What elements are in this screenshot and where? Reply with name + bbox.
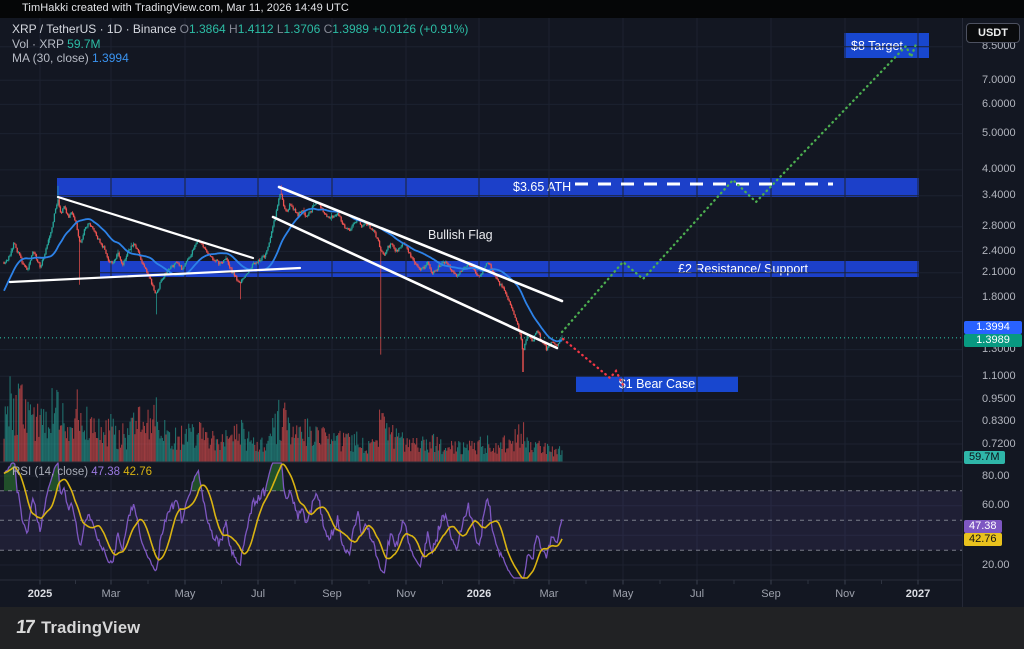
- rsi-legend[interactable]: RSI (14, close) 47.38 42.76: [12, 466, 152, 478]
- target-label: $8 Target: [851, 38, 903, 53]
- tradingview-wordmark: TradingView: [41, 618, 141, 637]
- time-label-sep: Sep: [322, 588, 342, 600]
- time-label-sep: Sep: [761, 588, 781, 600]
- tradingview-logo-icon: 17: [14, 617, 35, 638]
- ma-legend-row[interactable]: MA (30, close) 1.3994: [12, 51, 468, 66]
- price-tick: 0.9500: [982, 393, 1016, 406]
- tradingview-logo[interactable]: 17 TradingView: [14, 617, 141, 639]
- rsi-badge: 47.38: [964, 520, 1002, 533]
- rsi-label: RSI (14, close): [12, 466, 89, 478]
- price-tick: 3.4000: [982, 189, 1016, 202]
- rsi-ma-value: 42.76: [123, 466, 153, 478]
- chart-canvas[interactable]: [0, 18, 963, 607]
- price-scale[interactable]: 8.5000 7.0000 6.0000 5.0000 4.0000 3.4000 2.80…: [963, 18, 1024, 607]
- attribution-text: TimHakki created with TradingView.com, M…: [22, 2, 349, 14]
- trendline-flag-top: [277, 185, 564, 303]
- ma-label: MA (30, close): [12, 51, 89, 65]
- price-tick: 4.0000: [982, 163, 1016, 176]
- time-label-jul: Jul: [250, 588, 266, 600]
- volume-legend-row[interactable]: Vol · XRP 59.7M: [12, 37, 468, 52]
- close-value: 1.3989: [332, 22, 369, 36]
- open-value: 1.3864: [188, 22, 226, 36]
- rsi-tick: 60.00: [982, 499, 1010, 512]
- change-value: +0.0126 (+0.91%): [372, 22, 469, 36]
- ma-price-badge: 1.3994: [964, 321, 1022, 334]
- footer-bar: 17 TradingView: [0, 607, 1024, 649]
- ath-band[interactable]: [57, 178, 919, 197]
- high-value: 1.4112: [237, 22, 274, 36]
- bullish-flag-note: Bullish Flag: [428, 228, 493, 242]
- price-tick: 8.5000: [982, 40, 1016, 53]
- price-tick: 0.7200: [982, 437, 1016, 450]
- symbol-title: XRP / TetherUS · 1D · Binance: [12, 22, 177, 36]
- volume-value: 59.7M: [67, 36, 101, 51]
- price-tick: 2.8000: [982, 220, 1016, 233]
- trendline-downtrend-2025: [56, 195, 255, 260]
- symbol-legend[interactable]: XRP / TetherUS · 1D · Binance O1.3864 H1…: [12, 22, 468, 66]
- rsi-ma-badge: 42.76: [964, 533, 1002, 546]
- time-label-nov: Nov: [396, 588, 416, 600]
- time-label-2027: 2027: [905, 588, 931, 600]
- chart-area[interactable]: $3.65 ATH £2 Resistance/ Support $1 Bear…: [0, 18, 1024, 607]
- trendline-flag-bottom: [271, 215, 559, 350]
- time-label-nov: Nov: [835, 588, 855, 600]
- time-label-jul: Jul: [689, 588, 705, 600]
- price-tick: 1.8000: [982, 290, 1016, 303]
- time-label-2025: 2025: [27, 588, 53, 600]
- price-tick: 0.8300: [982, 414, 1016, 427]
- symbol-legend-row[interactable]: XRP / TetherUS · 1D · Binance O1.3864 H1…: [12, 22, 469, 36]
- currency-toggle-button[interactable]: USDT: [966, 23, 1020, 43]
- price-tick: 2.4000: [982, 244, 1016, 257]
- time-axis[interactable]: 2025 Mar May Jul Sep Nov 2026 Mar May Jul Sep Nov 20…: [0, 580, 1024, 607]
- price-tick: 7.0000: [982, 73, 1016, 86]
- time-label-2026: 2026: [466, 588, 492, 600]
- bear-projection: [561, 337, 626, 389]
- time-label-mar: Mar: [101, 588, 121, 600]
- price-tick: 2.1000: [982, 266, 1016, 279]
- volume-label: Vol · XRP: [12, 36, 64, 51]
- rsi-tick: 80.00: [982, 469, 1010, 482]
- price-tick: 5.0000: [982, 127, 1016, 140]
- time-label-may: May: [612, 588, 634, 600]
- bear-case-label: $1 Bear Case: [618, 377, 696, 391]
- price-tick: 1.1000: [982, 369, 1016, 382]
- ma-value: 1.3994: [92, 51, 129, 65]
- attribution-bar: TimHakki created with TradingView.com, M…: [0, 0, 1024, 18]
- rsi-tick: 20.00: [982, 558, 1010, 571]
- last-price-badge: 1.3989: [964, 334, 1022, 347]
- price-tick: 6.0000: [982, 97, 1016, 110]
- time-label-may: May: [174, 588, 196, 600]
- bull-projection: [560, 42, 918, 334]
- rsi-value: 47.38: [91, 466, 121, 478]
- volume-badge: 59.7M: [964, 451, 1005, 464]
- ath-band-label: $3.65 ATH: [513, 180, 572, 194]
- trendline-support-2025: [8, 266, 302, 284]
- low-value: 1.3706: [283, 22, 321, 36]
- time-label-mar: Mar: [539, 588, 559, 600]
